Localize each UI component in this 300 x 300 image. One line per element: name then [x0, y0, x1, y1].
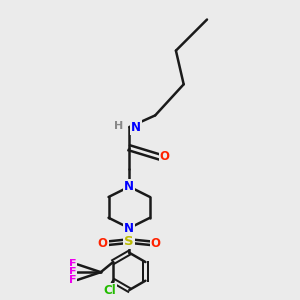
Text: H: H: [114, 121, 124, 131]
Text: Cl: Cl: [103, 284, 116, 297]
Text: F: F: [68, 267, 76, 277]
Text: F: F: [68, 275, 76, 285]
Text: S: S: [124, 235, 134, 248]
Text: N: N: [131, 121, 141, 134]
Text: N: N: [124, 180, 134, 193]
Text: O: O: [151, 237, 161, 250]
Text: O: O: [160, 150, 170, 164]
Text: F: F: [68, 260, 76, 269]
Text: O: O: [98, 237, 108, 250]
Text: N: N: [124, 222, 134, 235]
